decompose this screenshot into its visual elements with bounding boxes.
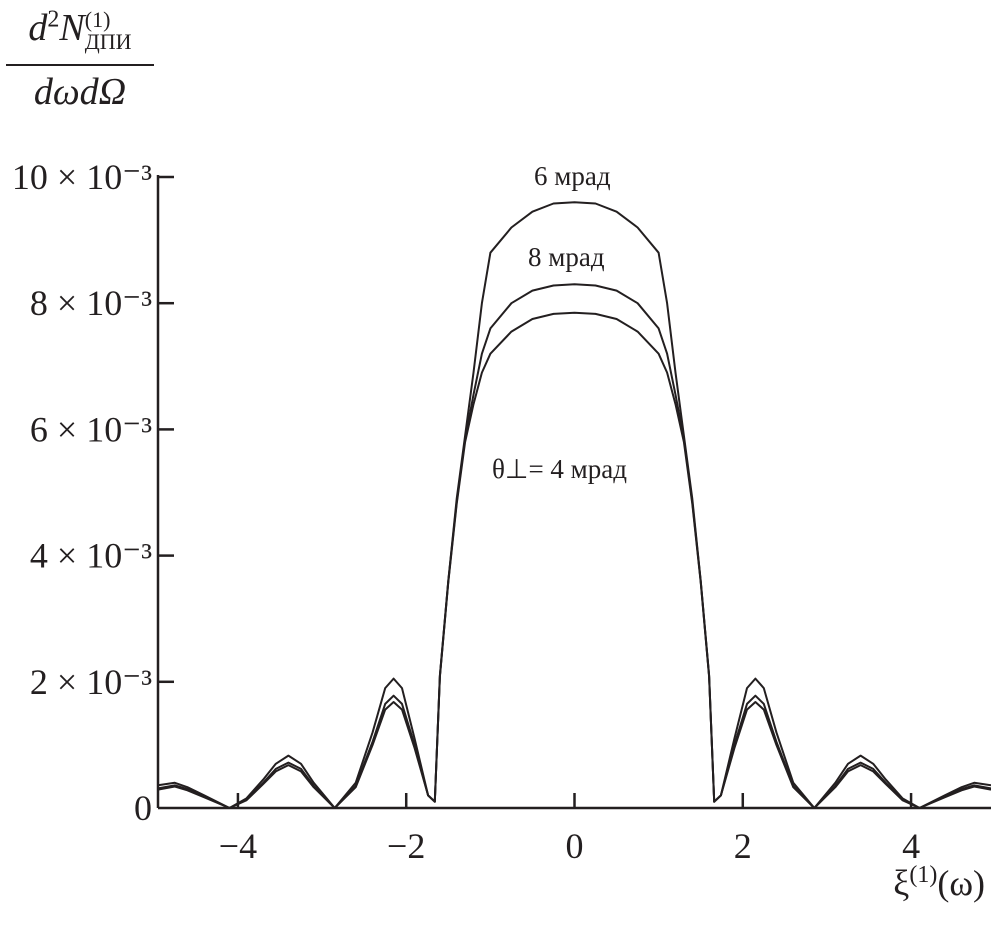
series-line-8-mrad (157, 283, 991, 809)
y-tick-label: 0 (134, 788, 152, 828)
y-label-d: d (28, 7, 48, 49)
y-tick-label: 4 × 10⁻³ (30, 536, 152, 576)
annotation-4-mrad: θ⊥= 4 мрад (492, 454, 627, 484)
y-label-numerator: d2N (1) ДПИ (0, 0, 160, 64)
y-tick-label: 10 × 10⁻³ (12, 157, 152, 197)
series-group (157, 201, 991, 809)
y-label-sub: ДПИ (84, 29, 132, 55)
series-line-4-mrad (157, 311, 991, 809)
y-tick-label: 8 × 10⁻³ (30, 283, 152, 323)
fraction-bar (6, 64, 154, 66)
x-tick-label: −2 (387, 826, 425, 866)
y-axis-label: d2N (1) ДПИ dωdΩ (0, 0, 160, 114)
x-label-sup: (1) (909, 862, 938, 888)
y-tick-label: 2 × 10⁻³ (30, 662, 152, 702)
x-tick-label: 2 (734, 826, 752, 866)
y-label-denominator: dωdΩ (33, 71, 127, 113)
annotation-8-mrad: 8 мрад (528, 242, 605, 272)
x-axis-label: ξ(1)(ω) (893, 862, 985, 904)
x-tick-label: −4 (219, 826, 257, 866)
series-line-6-mrad (157, 201, 991, 809)
annotation-6-mrad: 6 мрад (534, 161, 611, 191)
y-tick-label: 6 × 10⁻³ (30, 409, 152, 449)
y-label-n: N (59, 7, 85, 49)
x-label-suffix: (ω) (937, 863, 985, 903)
x-tick-label: 4 (902, 826, 920, 866)
axes: 0 2 × 10⁻³ 4 × 10⁻³ 6 × 10⁻³ 8 × 10⁻³ 10 × 10… (12, 157, 991, 866)
x-label-base: ξ (893, 863, 910, 903)
x-tick-label: 0 (566, 826, 584, 866)
y-label-power: 2 (47, 6, 60, 33)
y-label-sup: (1) (84, 7, 111, 33)
